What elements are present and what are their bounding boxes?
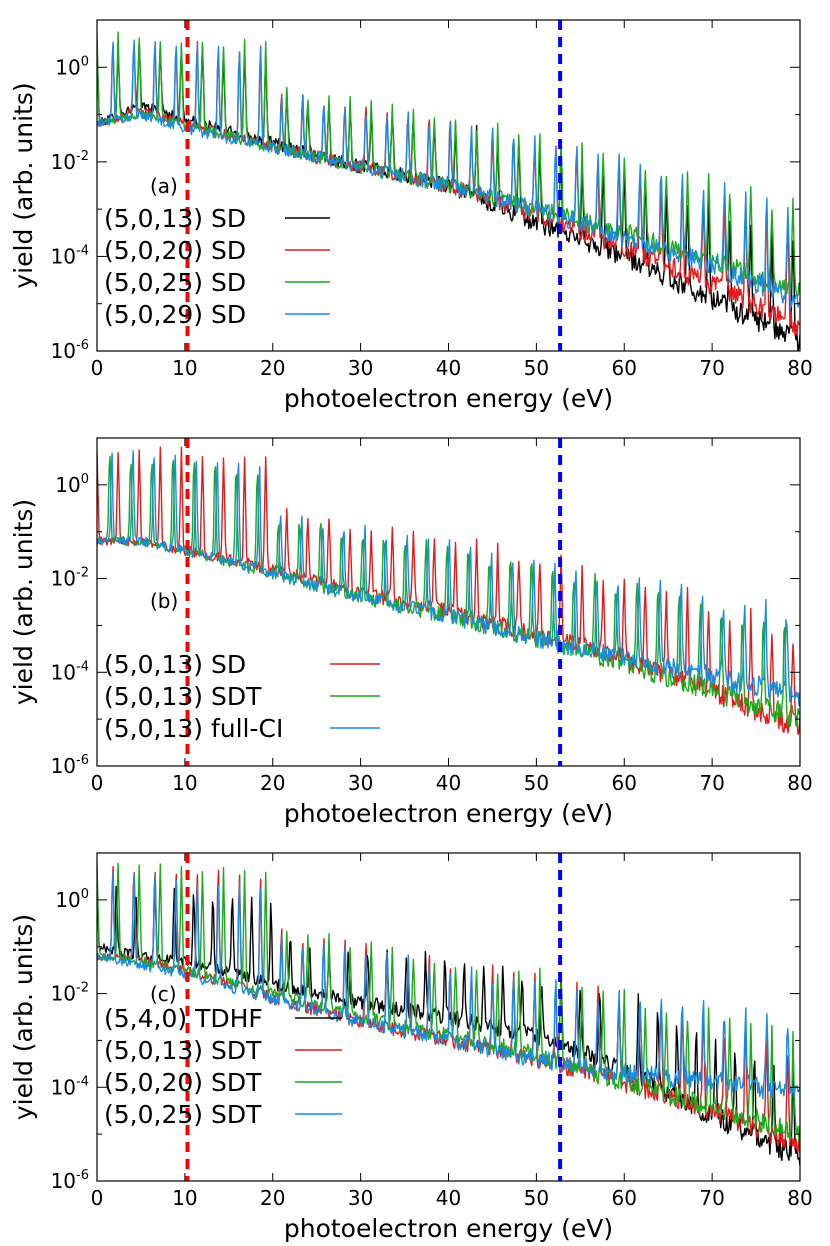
y-tick-label: 100 — [55, 472, 89, 497]
x-tick-label: 0 — [91, 1186, 104, 1210]
x-tick-label: 50 — [524, 356, 549, 380]
y-tick-label: 10-4 — [51, 1074, 89, 1099]
x-tick-label: 30 — [348, 1186, 373, 1210]
x-tick-label: 30 — [348, 771, 373, 795]
x-tick-label: 80 — [787, 771, 812, 795]
legend-entry-label: (5,0,13) SDT — [104, 1036, 262, 1065]
legend: (5,4,0) TDHF (5,0,13) SDT (5,0,20) SDT (5,0… — [104, 1004, 342, 1129]
plot-area — [97, 446, 800, 735]
panel-a: 0 10 20 30 40 50 60 70 80 100 10-2 10-4 10-6 photoele… — [9, 19, 813, 413]
legend: (5,0,13) SD (5,0,20) SD (5,0,25) SD (5,0,29… — [104, 204, 330, 329]
y-tick-label: 100 — [55, 54, 89, 79]
x-tick-label: 20 — [260, 771, 285, 795]
y-axis-title: yield (arb. units) — [9, 82, 38, 288]
x-tick-label: 60 — [612, 1186, 637, 1210]
x-axis-title: photoelectron energy (eV) — [284, 1214, 613, 1243]
x-tick-label: 80 — [787, 1186, 812, 1210]
y-axis-title: yield (arb. units) — [9, 499, 38, 705]
y-tick-label: 10-4 — [51, 243, 89, 268]
y-tick-label: 10-2 — [51, 981, 89, 1006]
series-line-3 — [97, 450, 800, 707]
series-line-3 — [97, 31, 800, 299]
x-tick-label: 0 — [91, 771, 104, 795]
series-line-4 — [97, 871, 800, 1100]
series-line-2 — [97, 455, 800, 728]
x-tick-label: 30 — [348, 356, 373, 380]
legend: (5,0,13) SD (5,0,13) SDT (5,0,13) full-CI — [104, 650, 380, 743]
legend-entry-label: (5,0,13) full-CI — [104, 714, 283, 743]
legend-entry-label: (5,0,20) SD — [104, 236, 246, 265]
x-tick-label: 20 — [260, 356, 285, 380]
x-tick-label: 70 — [699, 1186, 724, 1210]
x-axis-title: photoelectron energy (eV) — [284, 799, 613, 828]
y-tick-label: 10-2 — [51, 149, 89, 174]
x-tick-label: 0 — [91, 356, 104, 380]
panel-label: (b) — [150, 589, 178, 613]
y-tick-label: 10-6 — [51, 338, 89, 363]
x-tick-label: 50 — [524, 1186, 549, 1210]
x-tick-label: 10 — [172, 771, 197, 795]
plot-area — [97, 862, 800, 1166]
series-line-4 — [97, 39, 800, 308]
legend-entry-label: (5,4,0) TDHF — [104, 1004, 263, 1033]
x-tick-label: 20 — [260, 1186, 285, 1210]
legend-entry-label: (5,0,25) SD — [104, 268, 246, 297]
legend-entry-label: (5,0,13) SDT — [104, 682, 262, 711]
panel-b: 0 10 20 30 40 50 60 70 80 100 10-2 10-4 10-6 photoele… — [9, 437, 813, 828]
legend-entry-label: (5,0,13) SD — [104, 650, 246, 679]
x-tick-label: 10 — [172, 1186, 197, 1210]
x-tick-label: 40 — [436, 1186, 461, 1210]
plot-area — [97, 31, 800, 351]
y-tick-label: 10-6 — [51, 753, 89, 778]
legend-entry-label: (5,0,13) SD — [104, 204, 246, 233]
panel-label: (a) — [150, 174, 178, 198]
x-tick-label: 50 — [524, 771, 549, 795]
y-axis-title: yield (arb. units) — [9, 914, 38, 1120]
legend-entry-label: (5,0,20) SDT — [104, 1068, 262, 1097]
y-tick-label: 100 — [55, 887, 89, 912]
legend-entry-label: (5,0,29) SD — [104, 300, 246, 329]
x-tick-label: 70 — [699, 771, 724, 795]
y-tick-label: 10-6 — [51, 1168, 89, 1193]
panel-label: (c) — [150, 982, 177, 1006]
x-axis-title: photoelectron energy (eV) — [284, 384, 613, 413]
x-tick-label: 60 — [612, 771, 637, 795]
x-tick-label: 80 — [787, 356, 812, 380]
legend-entry-label: (5,0,25) SDT — [104, 1100, 262, 1129]
x-tick-label: 40 — [436, 356, 461, 380]
x-tick-label: 40 — [436, 771, 461, 795]
y-tick-label: 10-4 — [51, 659, 89, 684]
x-tick-label: 60 — [612, 356, 637, 380]
y-tick-label: 10-2 — [51, 566, 89, 591]
x-tick-label: 10 — [172, 356, 197, 380]
panel-c: 0 10 20 30 40 50 60 70 80 100 10-2 10-4 10-6 photoele… — [9, 852, 813, 1243]
x-tick-label: 70 — [699, 356, 724, 380]
